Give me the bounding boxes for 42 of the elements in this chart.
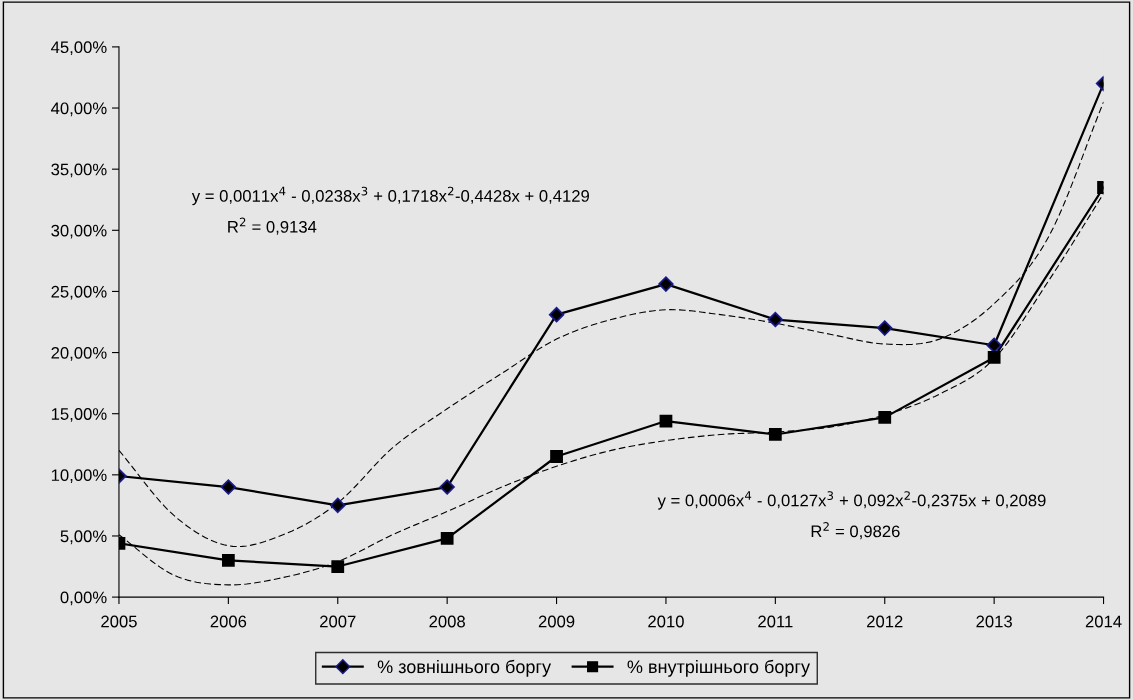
point	[331, 560, 345, 573]
y-tick-label: 30,00%	[51, 224, 107, 239]
point	[440, 532, 454, 545]
point	[439, 479, 455, 495]
x-tick-label: 2014	[1085, 615, 1122, 628]
annotation: y = 0,0006x$^{4}$ - 0,0127x$^{3}$ + 0,092x$^{2}$-0,2375x + 0,2089	[657, 491, 1046, 510]
legend-label: % внутрішнього боргу	[627, 659, 811, 677]
y-tick-label: 0,00%	[60, 591, 107, 606]
point	[877, 320, 893, 336]
legend-label: % зовнішнього боргу	[377, 659, 552, 677]
point	[550, 450, 563, 463]
x-tick-label: 2012	[867, 615, 903, 628]
point	[878, 410, 892, 424]
y-tick-label: 5,00%	[60, 530, 107, 545]
y-tick-label: 10,00%	[51, 469, 107, 484]
point	[768, 428, 782, 441]
point	[548, 306, 565, 323]
x-tick-label: 2007	[320, 615, 356, 628]
y-tick-label: 15,00%	[51, 408, 107, 422]
annotation: y = 0,0011x$^{4}$ - 0,0238x$^{3}$ + 0,1718x$^{2}$-0,4428x + 0,4129	[191, 186, 590, 206]
x-tick-label: 2005	[101, 615, 137, 628]
point	[220, 479, 237, 495]
point	[221, 554, 235, 567]
y-tick-label: 45,00%	[51, 41, 107, 56]
annotation: R$^{2}$ = 0,9826	[811, 522, 900, 540]
y-tick-label: 20,00%	[51, 346, 107, 361]
y-tick-label: 25,00%	[51, 285, 107, 300]
x-tick-label: 2009	[538, 615, 575, 628]
y-tick-label: 35,00%	[51, 163, 107, 178]
point	[986, 337, 1002, 353]
x-tick-label: 2013	[976, 615, 1012, 628]
point	[767, 311, 784, 328]
x-tick-label: 2010	[648, 615, 684, 628]
x-tick-label: 2011	[758, 615, 793, 628]
point	[987, 351, 1001, 364]
x-tick-label: 2006	[210, 615, 247, 628]
annotation: R$^{2}$ = 0,9134	[228, 217, 317, 235]
point	[330, 497, 346, 514]
point	[659, 414, 673, 428]
y-tick-label: 40,00%	[51, 102, 107, 117]
point	[658, 276, 674, 292]
x-tick-label: 2008	[429, 615, 465, 628]
